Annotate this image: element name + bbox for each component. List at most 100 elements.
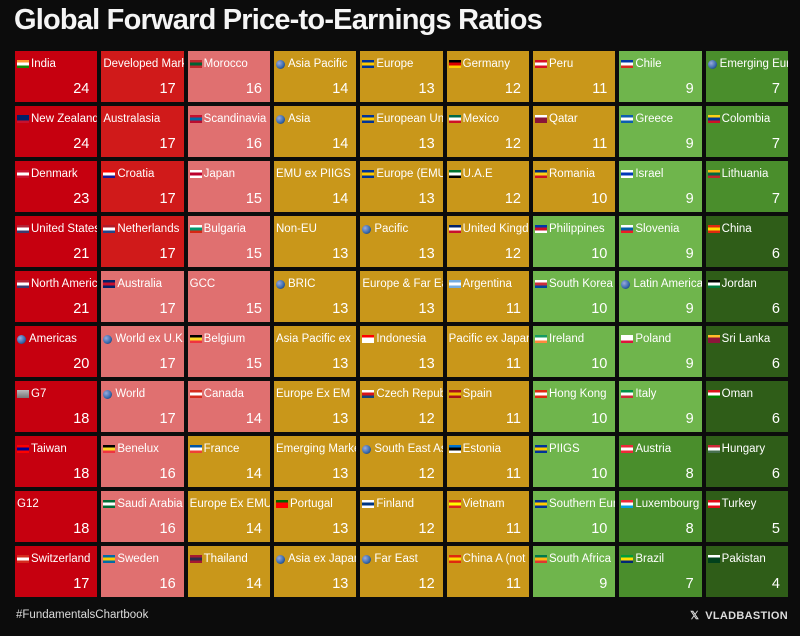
cell-name: Ireland [549, 333, 585, 345]
flag-netherlands-icon [103, 225, 116, 233]
heatmap-cell: EMU ex PIIGS 14 [274, 161, 357, 212]
cell-label: Developed Markets [103, 58, 183, 70]
flag-south-korea-icon [535, 280, 547, 288]
cell-value: 16 [245, 136, 262, 152]
cell-name: Chile [635, 58, 662, 70]
flag-eu-icon [362, 170, 375, 178]
flag-argentina-icon [448, 280, 461, 288]
cell-value: 9 [685, 301, 694, 317]
heatmap-cell: Netherlands 17 [101, 216, 184, 267]
cell-value: 15 [245, 191, 262, 207]
x-logo-icon: 𝕏 [690, 610, 700, 622]
heatmap-cell: Oman 6 [705, 381, 788, 432]
cell-label: South East Asia [362, 443, 443, 455]
cell-label: Saudi Arabia [103, 498, 183, 510]
heatmap-cell: Argentina 11 [446, 271, 529, 322]
cell-value: 13 [418, 136, 435, 152]
heatmap-cell: Spain 11 [446, 381, 529, 432]
heatmap-cell: United Kingdom 12 [446, 216, 529, 267]
cell-label: Morocco [189, 58, 270, 70]
cell-name: Qatar [549, 113, 578, 125]
flag-greece-icon [621, 115, 634, 123]
cell-value: 16 [159, 466, 176, 482]
cell-label: Far East [362, 553, 442, 565]
flag-mexico-icon [448, 115, 461, 123]
flag-hungary-icon [707, 445, 720, 453]
flag-croatia-icon [103, 170, 116, 178]
heatmap-cell: Thailand 14 [187, 546, 270, 597]
cell-label: Latin America [621, 278, 702, 290]
cell-name: Americas [29, 333, 77, 345]
cell-name: Scandinavia [203, 113, 267, 125]
heatmap-cell: Latin America 9 [619, 271, 702, 322]
heatmap-cell: Hong Kong 10 [533, 381, 616, 432]
cell-value: 12 [504, 191, 521, 207]
cell-label: Spain [448, 388, 529, 400]
heatmap-cell: Greece 9 [619, 106, 702, 157]
cell-value: 13 [332, 356, 349, 372]
cell-name: New Zealand [31, 113, 98, 125]
heatmap-cell: China 6 [705, 216, 788, 267]
heatmap-cell: Europe & Far East 13 [360, 271, 443, 322]
cell-label: United Kingdom [448, 223, 529, 235]
cell-value: 12 [418, 576, 435, 592]
cell-label: EMU ex PIIGS [276, 168, 356, 180]
flag-indonesia-icon [362, 335, 375, 343]
cell-name: Oman [721, 388, 753, 400]
flag-china-icon [707, 225, 720, 233]
heatmap-cell: Turkey 5 [705, 491, 788, 542]
cell-label: Portugal [276, 498, 356, 510]
cell-label: China [707, 223, 788, 235]
cell-name: Turkey [721, 498, 757, 510]
cell-name: Europe Ex EM [276, 388, 351, 400]
cell-name: U.A.E [462, 168, 493, 180]
cell-value: 18 [73, 466, 90, 482]
cell-value: 17 [159, 136, 176, 152]
flag-united-kingdom-icon [448, 225, 461, 233]
cell-name: Thailand [203, 553, 248, 565]
cell-label: Asia ex Japan [276, 553, 356, 565]
cell-name: Taiwan [31, 443, 67, 455]
heatmap-cell: BRIC 13 [274, 271, 357, 322]
cell-label: Israel [621, 168, 701, 180]
cell-value: 10 [591, 246, 608, 262]
cell-name: Hong Kong [549, 388, 607, 400]
cell-label: Switzerland [17, 553, 97, 565]
cell-value: 12 [504, 246, 521, 262]
cell-label: France [189, 443, 270, 455]
cell-name: United Kingdom [462, 223, 529, 235]
cell-label: Brazil [621, 553, 701, 565]
cell-value: 17 [159, 81, 176, 97]
flag-united-states-icon [17, 280, 29, 288]
cell-name: Europe (EMU) [376, 168, 443, 180]
heatmap-cell: U.A.E 12 [446, 161, 529, 212]
flag-switzerland-icon [17, 555, 29, 563]
cell-name: India [31, 58, 56, 70]
cell-name: Colombia [721, 113, 771, 125]
cell-label: Canada [189, 388, 270, 400]
flag-eu-icon [535, 500, 547, 508]
heatmap-cell: Indonesia 13 [360, 326, 443, 377]
cell-name: Southern Europe [549, 498, 616, 510]
heatmap-cell: Australia 17 [101, 271, 184, 322]
cell-value: 16 [159, 576, 176, 592]
cell-label: China A (not [448, 553, 529, 565]
heatmap-cell: Asia Pacific ex 13 [274, 326, 357, 377]
cell-name: Benelux [117, 443, 159, 455]
heatmap-cell: Philippines 10 [533, 216, 616, 267]
cell-value: 7 [771, 191, 780, 207]
cell-label: Croatia [103, 168, 183, 180]
heatmap-cell: G7 18 [15, 381, 98, 432]
cell-label: European Union [362, 113, 443, 125]
heatmap-cell: Europe (EMU) 13 [360, 161, 443, 212]
cell-name: BRIC [288, 278, 316, 290]
cell-name: Italy [635, 388, 657, 400]
flag-saudi-arabia-icon [103, 500, 116, 508]
cell-name: Emerging Markets [276, 443, 356, 455]
cell-name: Greece [635, 113, 674, 125]
cell-label: Pacific ex Japan [449, 333, 529, 345]
cell-name: Latin America [633, 278, 702, 290]
heatmap-cell: Estonia 11 [446, 436, 529, 487]
footer-brand: 𝕏 VLADBASTION [690, 609, 788, 622]
cell-label: South Korea [535, 278, 615, 290]
